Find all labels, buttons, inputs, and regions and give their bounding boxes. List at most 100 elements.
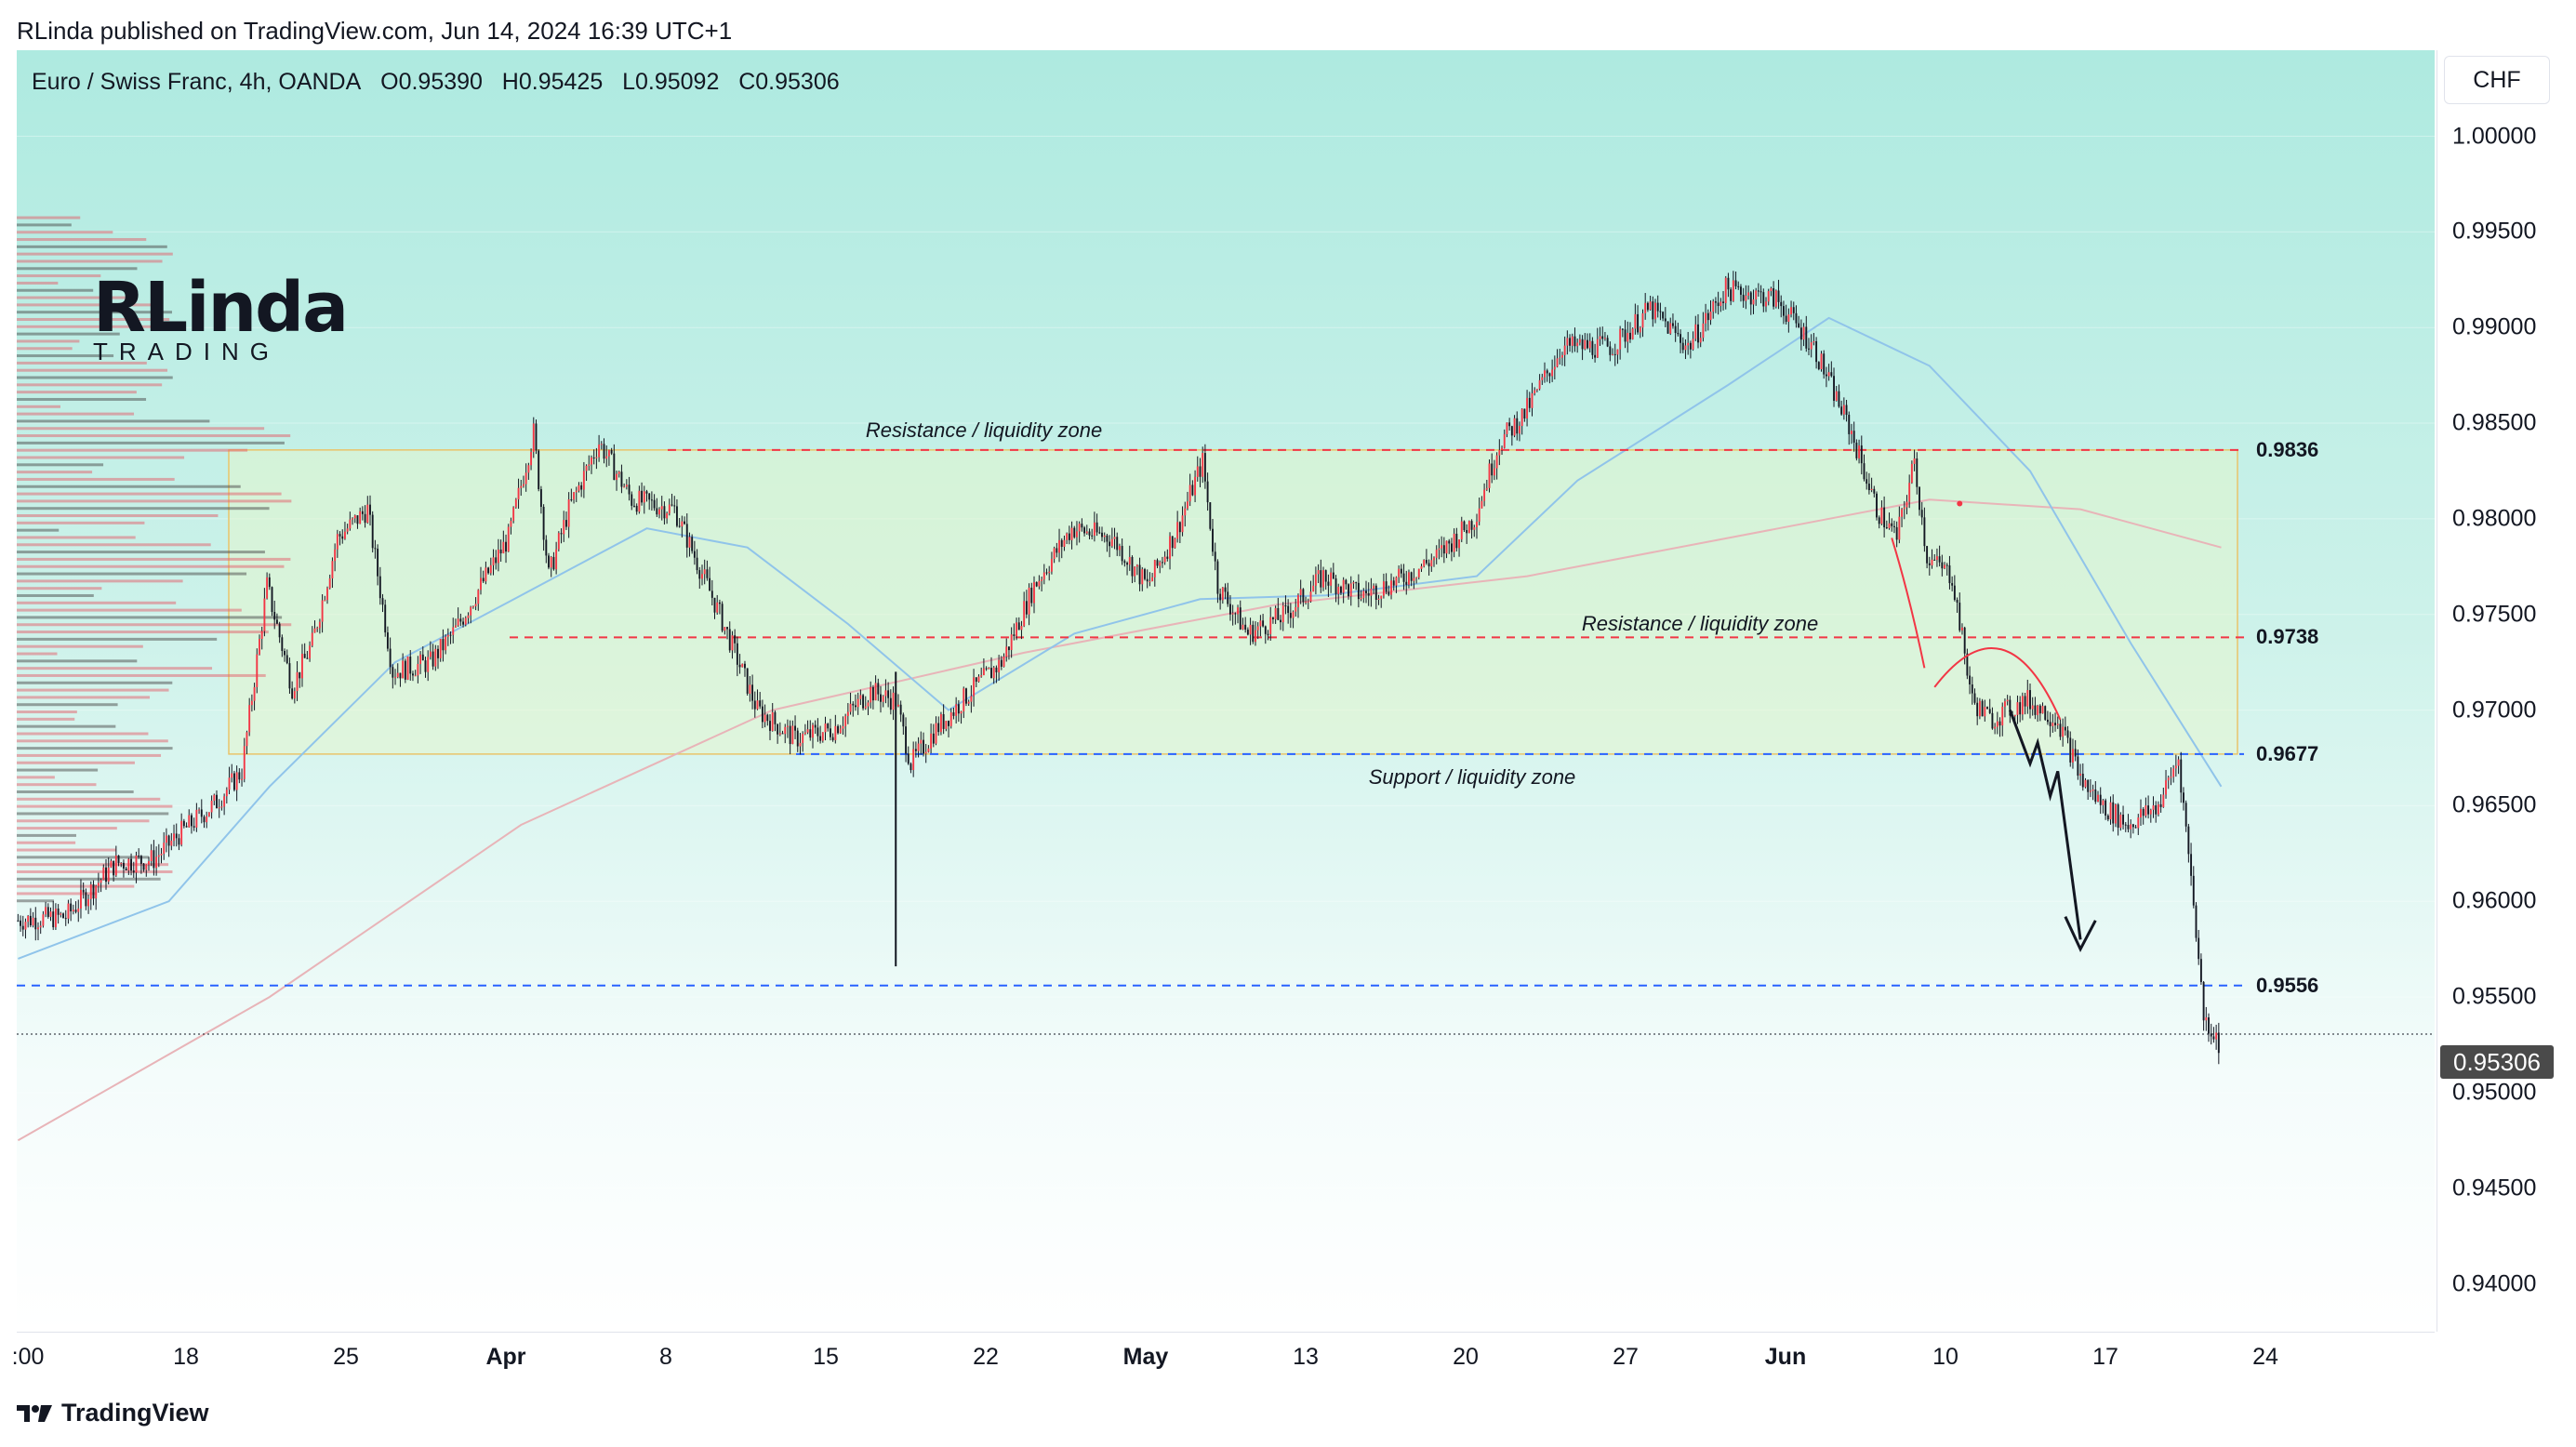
candle-body [243,746,246,779]
candle-body [849,703,852,712]
candle-body [1060,539,1063,547]
candle-body [817,727,819,737]
candle-body [470,606,472,616]
candle-body [1835,391,1838,401]
candle-body [110,860,113,868]
candle-body [684,521,686,524]
candle-body [1730,289,1733,301]
candle-body [610,449,613,454]
candle-body [550,556,552,568]
currency-selector[interactable]: CHF [2444,56,2550,104]
candle-body [182,820,185,827]
candle-body [2162,794,2165,807]
volume-profile-bar [17,412,135,416]
candle-body [746,668,749,694]
candle-body [709,577,711,591]
candle-body [1493,468,1495,476]
candle-body [557,533,560,550]
candle-body [1903,507,1905,510]
candle-body [2210,1033,2212,1037]
chart-area[interactable]: Euro / Swiss Franc, 4h, OANDA O0.95390 H… [17,50,2435,1332]
candle-body [1360,597,1362,600]
volume-profile-bar [17,434,291,438]
candle-body [2064,726,2066,731]
candle-body [1016,622,1018,636]
candle-body [874,683,877,701]
candle-body [1442,545,1445,554]
candle-body [917,743,920,751]
candle-body [1833,376,1835,401]
candle-body [1374,585,1377,600]
candle-body [371,514,374,549]
candle-body [1370,589,1373,596]
candle-body [2174,765,2177,769]
candle-body [328,577,331,589]
candle-body [2183,792,2184,803]
candle-body [967,701,970,704]
candle-body [1388,591,1390,595]
candle-body [691,537,694,551]
candle-body [517,487,520,500]
candle-body [896,704,899,707]
candle-body [548,555,550,568]
candle-body [1785,315,1787,323]
volume-profile-bar [17,587,102,591]
candle-body [497,549,499,564]
candle-body [1038,580,1041,587]
candle-body [394,677,396,679]
volume-profile-bar [17,405,60,408]
candle-body [1666,321,1669,334]
candle-body [1121,546,1123,562]
candle-body [1050,559,1053,572]
candle-body [175,833,178,839]
candle-body [937,723,940,733]
volume-profile-bar [17,267,138,271]
candle-body [1073,527,1076,538]
candle-body [1488,463,1491,488]
candle-body [1712,301,1715,312]
candle-body [1109,541,1111,547]
candle-body [2140,808,2142,818]
candle-body [1470,521,1473,530]
candle-body [284,651,285,656]
candle-body [1070,527,1073,540]
candle-body [803,732,806,735]
candle-body [1415,577,1418,578]
candle-body [580,485,583,490]
candle-body [542,506,545,540]
candle-body [2089,790,2091,792]
candle-body [889,697,892,710]
volume-profile-bar [17,673,266,677]
candle-body [948,721,949,726]
candle-body [1573,336,1576,347]
candle-body [1705,312,1707,324]
volume-profile-bar [17,216,81,219]
volume-profile-bar [17,631,269,634]
candle-body [2155,805,2158,815]
candle-body [404,660,406,680]
time-axis[interactable]: :00 18 25 Apr 8 15 22 May 13 20 27 Jun 10 17 24 [12,1332,2435,1379]
candle-body [1687,342,1690,346]
candle-body [1762,292,1765,307]
candle-body [867,702,870,707]
candle-body [1362,591,1365,598]
candle-body [1224,587,1227,592]
candle-body [1759,291,1762,293]
candle-body [882,696,884,702]
candle-body [1106,535,1109,542]
candle-body [1184,508,1187,516]
candle-body [977,676,980,683]
candle-body [856,698,859,708]
candle-body [1578,339,1581,343]
candle-body [2157,803,2159,815]
candle-body [1467,521,1470,534]
candle-body [1081,524,1083,528]
candle-body [1181,515,1184,533]
volume-profile-bar [17,732,149,736]
price-axis[interactable]: 1.00000 0.99500 0.99000 0.98500 0.98000 0.975… [2437,50,2576,1332]
candle-body [414,675,417,677]
candle-body [487,567,490,574]
volume-profile-bar [17,391,137,394]
candle-body [1883,507,1886,528]
candle-body [806,729,809,733]
